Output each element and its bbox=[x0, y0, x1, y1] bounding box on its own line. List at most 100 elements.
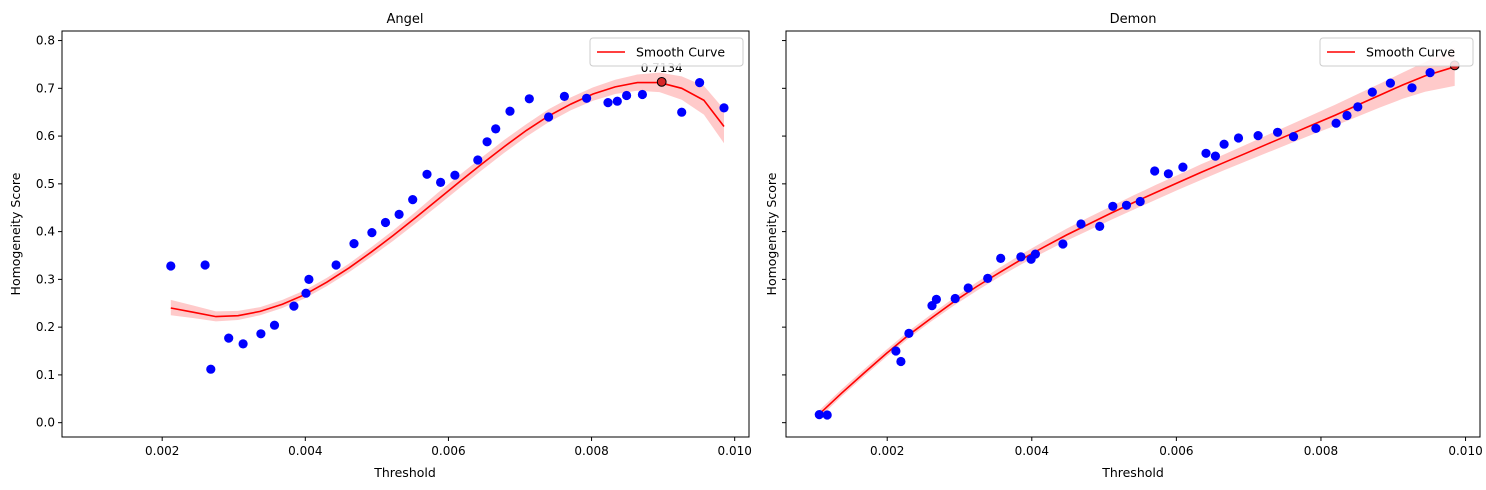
x-tick-label: 0.010 bbox=[1448, 444, 1482, 458]
x-tick-label: 0.002 bbox=[145, 444, 179, 458]
data-point bbox=[1233, 133, 1244, 143]
x-tick-label: 0.006 bbox=[1159, 444, 1193, 458]
data-point bbox=[1030, 249, 1040, 259]
data-point bbox=[301, 288, 311, 298]
y-axis-label: Homogeneity Score bbox=[8, 172, 23, 295]
data-point bbox=[1058, 239, 1068, 249]
data-point bbox=[1095, 221, 1105, 231]
x-axis-label: Threshold bbox=[373, 465, 436, 480]
data-point bbox=[1219, 139, 1229, 149]
x-tick-label: 0.004 bbox=[1015, 444, 1049, 458]
plot-frame bbox=[61, 30, 750, 438]
y-tick-label: 0.3 bbox=[36, 272, 55, 286]
legend: Smooth Curve bbox=[1319, 37, 1474, 67]
data-point bbox=[622, 90, 632, 101]
data-point bbox=[269, 320, 280, 330]
x-tick-label: 0.004 bbox=[288, 444, 322, 458]
chart-demon: 0.002 0.004 0.006 0.008 0.010 Demon Threshol… bbox=[764, 12, 1483, 480]
data-point bbox=[603, 98, 613, 108]
data-point bbox=[349, 239, 359, 249]
data-point bbox=[963, 283, 973, 293]
y-tick-label: 0.8 bbox=[36, 34, 55, 48]
data-point bbox=[1210, 151, 1220, 161]
data-point bbox=[544, 112, 554, 122]
data-point bbox=[224, 333, 234, 343]
data-point bbox=[1150, 166, 1160, 176]
confidence-band bbox=[170, 72, 725, 322]
data-point bbox=[206, 364, 216, 374]
data-point bbox=[950, 293, 960, 304]
x-tick-label: 0.008 bbox=[1304, 444, 1338, 458]
data-point bbox=[637, 89, 648, 100]
y-tick-label: 0.2 bbox=[36, 320, 55, 334]
data-point bbox=[695, 78, 705, 88]
data-point bbox=[1253, 131, 1263, 141]
x-tick-label: 0.010 bbox=[718, 444, 752, 458]
data-point bbox=[394, 209, 404, 219]
data-point bbox=[904, 328, 914, 338]
y-axis-label: Homogeneity Score bbox=[764, 172, 779, 295]
data-point bbox=[983, 273, 993, 283]
data-point bbox=[380, 217, 391, 228]
x-axis-label: Threshold bbox=[1101, 465, 1164, 480]
chart-title: Demon bbox=[1110, 12, 1157, 27]
data-point bbox=[1353, 102, 1363, 112]
y-tick-label: 0.7 bbox=[36, 81, 55, 95]
data-point bbox=[1425, 68, 1435, 78]
smooth-curve-line bbox=[818, 66, 1455, 415]
y-tick-label: 0.4 bbox=[36, 225, 55, 239]
y-tick-label: 0.0 bbox=[36, 416, 55, 430]
data-point bbox=[256, 329, 266, 339]
data-point bbox=[422, 169, 432, 179]
data-point bbox=[524, 94, 534, 104]
legend: Smooth Curve bbox=[589, 37, 744, 67]
data-point bbox=[1016, 252, 1026, 262]
data-point bbox=[1273, 127, 1283, 137]
plot-frame bbox=[785, 30, 1481, 438]
data-point bbox=[200, 260, 210, 270]
x-tick-label: 0.008 bbox=[574, 444, 608, 458]
data-point bbox=[677, 107, 687, 117]
data-point bbox=[891, 346, 901, 356]
data-point bbox=[1311, 123, 1321, 133]
legend-box bbox=[1319, 37, 1474, 67]
data-point bbox=[1121, 200, 1132, 210]
legend-box bbox=[589, 37, 744, 67]
data-point bbox=[1201, 148, 1211, 158]
data-point bbox=[166, 261, 176, 271]
data-point bbox=[505, 106, 515, 116]
legend-entry-smooth-curve: Smooth Curve bbox=[636, 45, 725, 60]
data-point bbox=[1385, 78, 1395, 88]
data-point bbox=[1331, 118, 1341, 128]
data-point bbox=[559, 91, 570, 101]
data-point bbox=[408, 195, 418, 205]
data-point bbox=[1178, 162, 1188, 172]
data-point bbox=[491, 124, 501, 134]
data-point bbox=[304, 274, 314, 284]
data-point bbox=[473, 155, 483, 165]
data-point bbox=[367, 228, 377, 238]
data-point bbox=[719, 103, 729, 113]
x-tick-label: 0.006 bbox=[431, 444, 465, 458]
y-tick-label: 0.5 bbox=[36, 177, 55, 191]
data-point bbox=[238, 339, 248, 349]
data-point bbox=[814, 410, 824, 420]
max-point-marker bbox=[656, 77, 667, 87]
data-point bbox=[896, 356, 906, 367]
data-point bbox=[612, 96, 622, 106]
data-point bbox=[1407, 83, 1417, 93]
data-point bbox=[1135, 196, 1145, 207]
legend-entry-smooth-curve: Smooth Curve bbox=[1366, 45, 1455, 60]
data-point bbox=[582, 93, 592, 103]
chart-angel: 0.7134 0.002 0.004 0.006 0.008 0.010 0.00.10… bbox=[8, 12, 752, 480]
data-point bbox=[1288, 132, 1299, 142]
data-point bbox=[289, 301, 299, 311]
chart-title: Angel bbox=[387, 12, 424, 27]
y-tick-label: 0.6 bbox=[36, 129, 55, 143]
data-point bbox=[450, 170, 460, 180]
y-tick-label: 0.1 bbox=[36, 368, 55, 382]
data-point bbox=[1367, 87, 1377, 97]
data-point bbox=[331, 260, 341, 270]
